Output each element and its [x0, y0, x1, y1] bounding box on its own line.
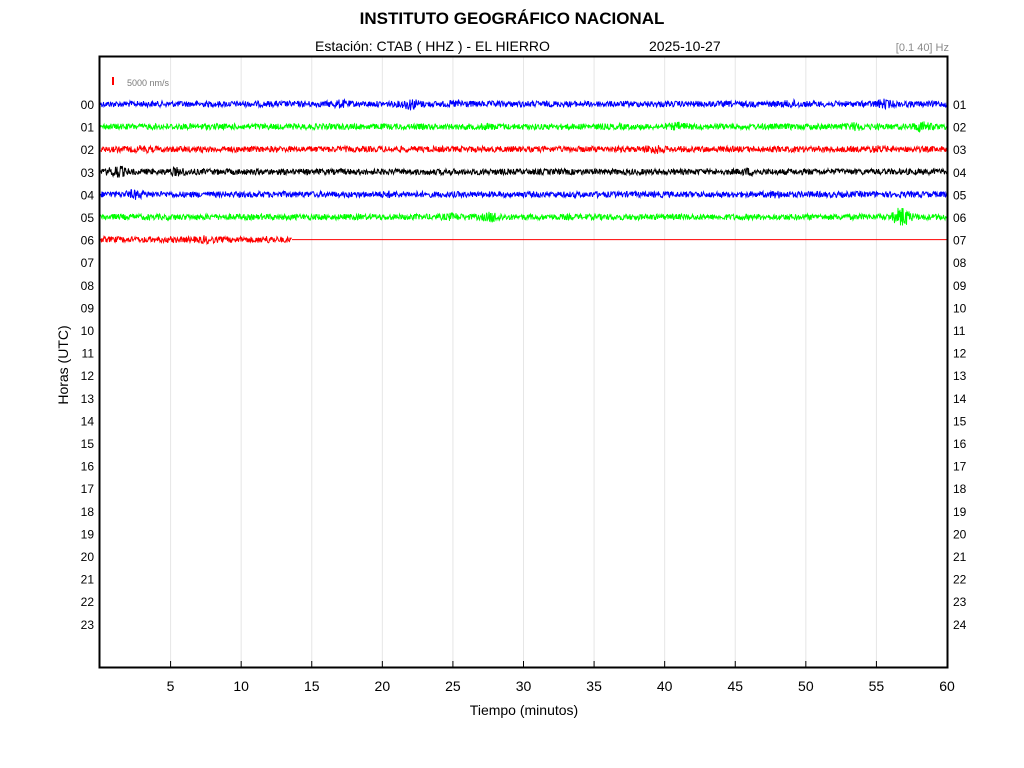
y-tick-label-left: 01	[81, 121, 95, 135]
y-tick-label-left: 05	[81, 211, 95, 225]
date-label: 2025-10-27	[649, 38, 721, 54]
grid-lines	[170, 57, 877, 667]
y-tick-label-left: 13	[81, 392, 95, 406]
y-tick-label-right: 12	[953, 347, 967, 361]
x-tick-label: 40	[657, 678, 673, 694]
y-tick-label-left: 02	[81, 143, 95, 157]
y-tick-label-right: 02	[953, 121, 967, 135]
trace-hour-06	[100, 234, 292, 246]
y-tick-label-left: 23	[81, 618, 95, 632]
y-tick-label-left: 20	[81, 550, 95, 564]
x-tick-label: 30	[516, 678, 532, 694]
x-tick-label: 15	[304, 678, 320, 694]
y-tick-label-right: 11	[953, 324, 966, 338]
y-tick-label-right: 18	[953, 482, 967, 496]
x-tick-label: 10	[233, 678, 249, 694]
y-tick-label-left: 18	[81, 505, 95, 519]
y-axis-right-ticks: 01 02 03 04 05 06 07 08 09 10 11 12 13 14 15 16 17 18 19 20…	[953, 98, 967, 632]
y-axis-label: Horas (UTC)	[55, 325, 71, 404]
y-tick-label-right: 15	[953, 414, 967, 428]
y-tick-label-left: 09	[81, 301, 95, 315]
trace-hour-03	[100, 165, 948, 178]
y-tick-label-left: 07	[81, 256, 95, 270]
y-tick-label-left: 04	[81, 188, 95, 202]
x-tick-label: 45	[727, 678, 743, 694]
y-tick-label-left: 16	[81, 460, 95, 474]
y-tick-label-left: 06	[81, 234, 95, 248]
y-tick-label-left: 00	[81, 98, 95, 112]
seismogram-traces	[100, 97, 948, 246]
y-tick-label-left: 22	[81, 595, 95, 609]
y-tick-label-right: 24	[953, 618, 967, 632]
y-axis-left-ticks: 00 01 02 03 04 05 06 07 08 09 10 11 12 13 14 15 16 17 18 19…	[81, 98, 95, 632]
y-tick-label-right: 20	[953, 527, 967, 541]
x-axis-label: Tiempo (minutos)	[470, 702, 578, 718]
x-tick-label: 55	[869, 678, 885, 694]
y-tick-label-left: 19	[81, 527, 95, 541]
plot-frame	[98, 55, 949, 669]
y-tick-label-left: 10	[81, 324, 95, 338]
y-tick-label-left: 17	[81, 482, 95, 496]
x-tick-label: 60	[939, 678, 955, 694]
y-tick-label-left: 03	[81, 166, 95, 180]
trace-hour-00	[100, 97, 948, 111]
y-tick-label-right: 16	[953, 437, 967, 451]
y-tick-label-right: 17	[953, 460, 967, 474]
trace-hour-04	[100, 189, 948, 201]
y-tick-label-right: 23	[953, 595, 967, 609]
y-tick-label-right: 08	[953, 256, 967, 270]
x-tick-label: 20	[375, 678, 391, 694]
station-label: Estación: CTAB ( HHZ ) - EL HIERRO	[315, 38, 550, 54]
y-tick-label-left: 14	[81, 414, 95, 428]
y-tick-label-right: 19	[953, 505, 967, 519]
y-tick-label-left: 21	[81, 573, 95, 587]
y-tick-label-right: 06	[953, 211, 967, 225]
y-tick-label-right: 09	[953, 279, 967, 293]
y-tick-label-left: 12	[81, 369, 95, 383]
x-axis-ticks: 5 10 15 20 25 30 35 40 45 50 55 60	[167, 661, 955, 694]
y-tick-label-right: 14	[953, 392, 967, 406]
x-tick-label: 35	[586, 678, 602, 694]
y-tick-label-right: 01	[953, 98, 967, 112]
y-tick-label-right: 04	[953, 166, 967, 180]
y-tick-label-left: 08	[81, 279, 95, 293]
y-tick-label-right: 13	[953, 369, 967, 383]
y-tick-label-right: 21	[953, 550, 967, 564]
y-tick-label-left: 11	[82, 347, 95, 361]
y-tick-label-right: 05	[953, 188, 967, 202]
scale-label: 5000 nm/s	[127, 78, 170, 88]
y-tick-label-right: 03	[953, 143, 967, 157]
x-tick-label: 50	[798, 678, 814, 694]
y-tick-label-right: 22	[953, 573, 967, 587]
y-tick-label-left: 15	[81, 437, 95, 451]
filter-label: [0.1 40] Hz	[895, 42, 949, 54]
chart-title: INSTITUTO GEOGRÁFICO NACIONAL	[359, 9, 665, 28]
x-tick-label: 5	[167, 678, 175, 694]
y-tick-label-right: 10	[953, 301, 967, 315]
y-tick-label-right: 07	[953, 234, 967, 248]
x-tick-label: 25	[445, 678, 461, 694]
trace-hour-02	[100, 144, 948, 155]
trace-hour-05	[100, 207, 948, 226]
trace-hour-01	[100, 121, 948, 134]
